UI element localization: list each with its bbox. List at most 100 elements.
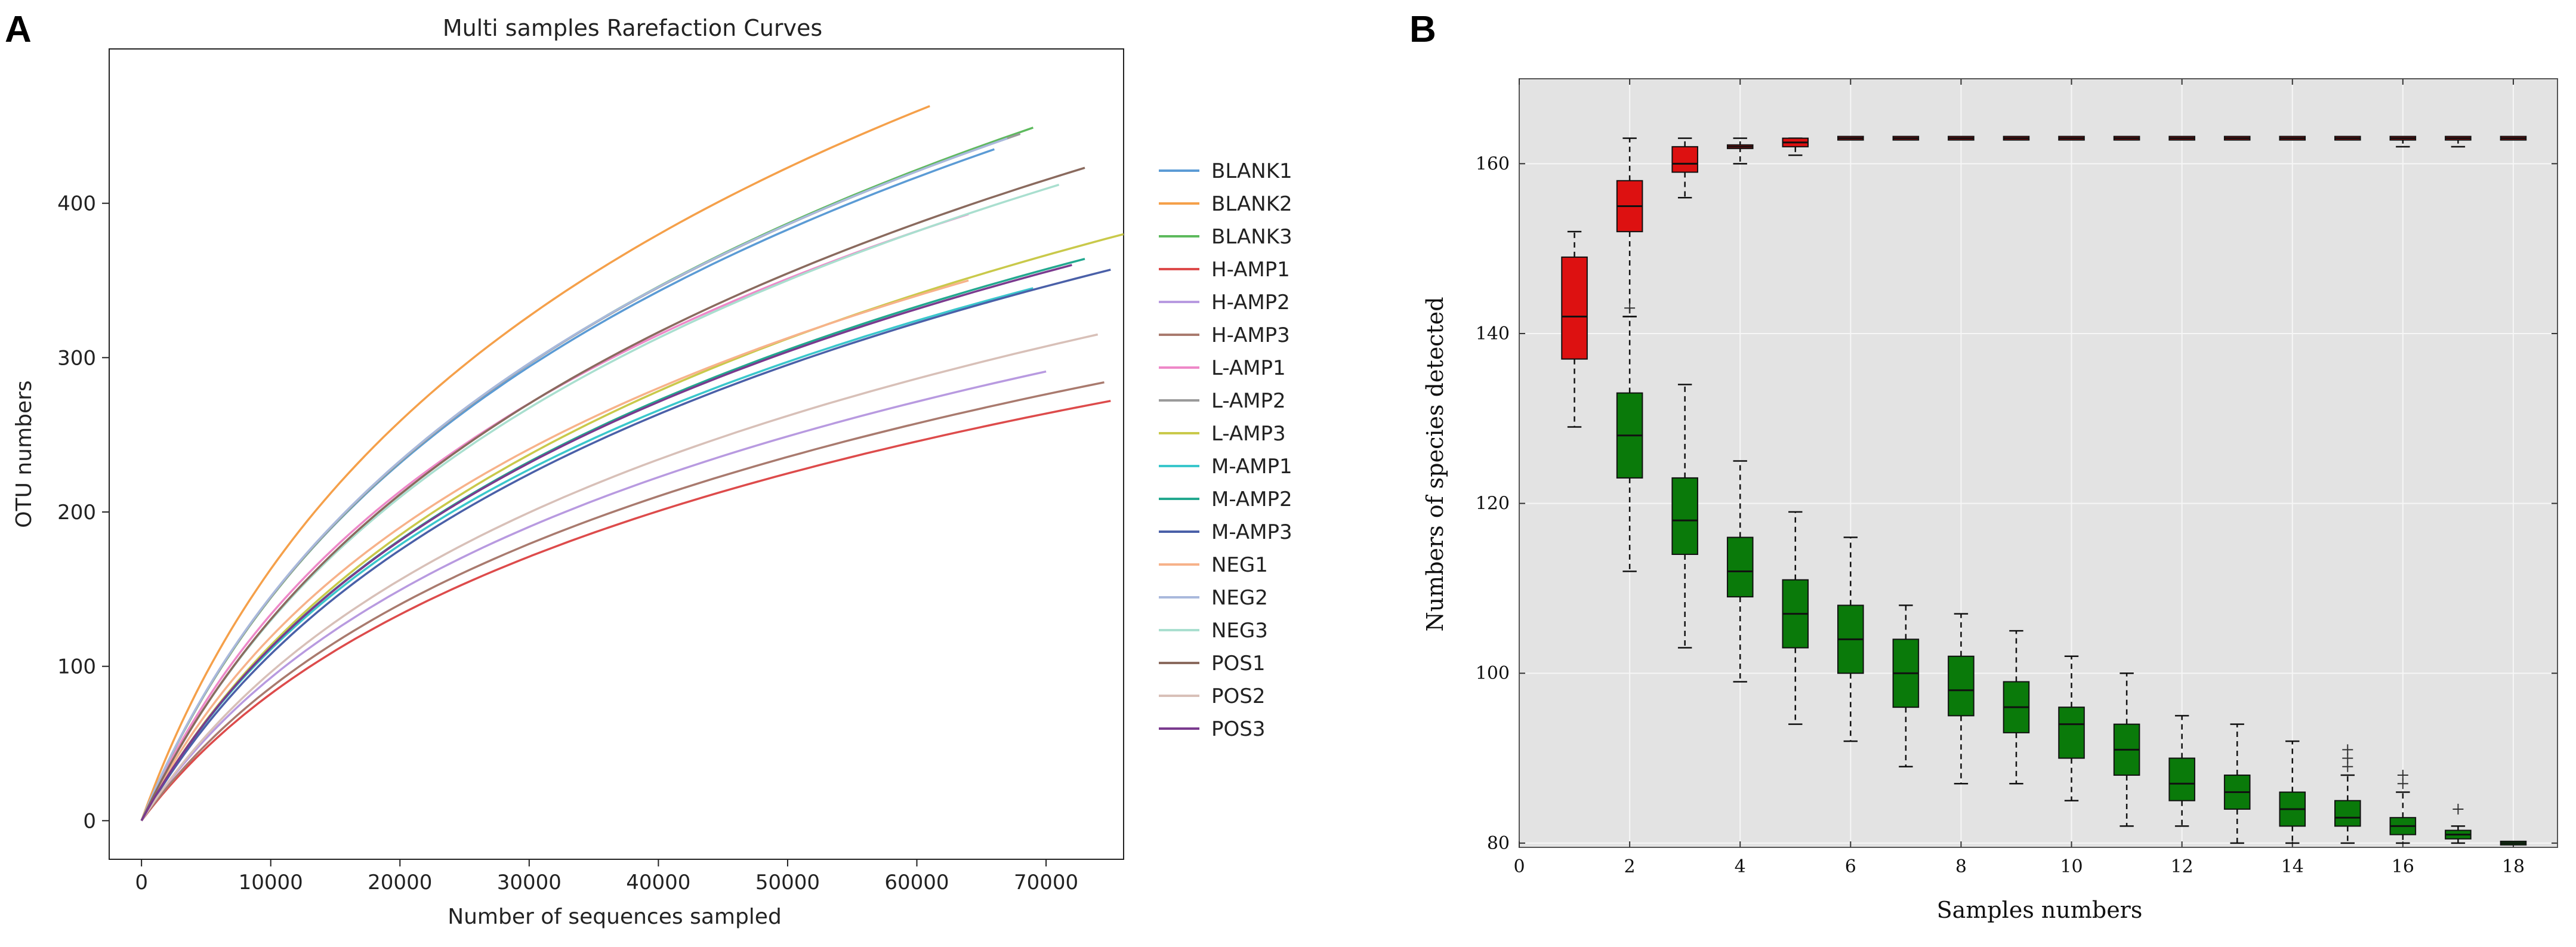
legend-label: M-AMP1 [1211, 455, 1292, 479]
box-red-11 [2113, 135, 2140, 141]
box-green-13 [2223, 723, 2251, 844]
box-red-17 [2445, 135, 2472, 148]
series-line-neg2 [140, 137, 1008, 821]
box-body [1726, 536, 1754, 598]
y-axis-label-b: Numbers of species detected [1422, 297, 1448, 631]
rarefaction-chart: Multi samples Rarefaction Curves Number … [12, 15, 1292, 929]
x-tick-label-b: 12 [2171, 856, 2194, 877]
series-line-neg1 [140, 279, 969, 822]
box-body [1671, 146, 1698, 173]
box-green-11 [2113, 672, 2140, 827]
chart-title: Multi samples Rarefaction Curves [443, 15, 822, 41]
box-red-14 [2279, 135, 2306, 141]
x-tick-label: 50000 [755, 871, 820, 894]
series-line-pos2 [140, 333, 1099, 822]
box-green-14 [2279, 740, 2306, 844]
y-tick-label: 400 [57, 192, 96, 216]
legend-label: BLANK1 [1211, 159, 1292, 183]
box-green-12 [2168, 715, 2195, 827]
y-tick-label: 300 [57, 346, 96, 370]
legend-label: M-AMP3 [1211, 520, 1292, 544]
box-green-4 [1726, 460, 1754, 683]
x-tick-label-b: 10 [2060, 856, 2083, 877]
legend-label: L-AMP3 [1211, 422, 1286, 446]
y-tick-label: 0 [83, 809, 96, 833]
legend-label: NEG2 [1211, 586, 1268, 610]
x-tick-label-b: 2 [1624, 856, 1636, 877]
outlier-point [2452, 803, 2464, 815]
y-tick-label: 100 [57, 655, 96, 679]
box-green-5 [1782, 511, 1809, 725]
series-line-h-amp2 [140, 370, 1047, 822]
box-green-9 [2003, 630, 2030, 785]
series-line-l-amp1 [140, 213, 969, 822]
x-tick-label-b: 4 [1735, 856, 1746, 877]
box-red-8 [1948, 135, 1975, 141]
series-lines [140, 105, 1124, 822]
x-tick-label-b: 6 [1845, 856, 1856, 877]
y-tick-label-b: 160 [1476, 153, 1510, 174]
box-body [2168, 757, 2195, 801]
box-green-3 [1671, 384, 1698, 649]
x-tick-label: 40000 [626, 871, 690, 894]
box-red-1 [1561, 230, 1588, 428]
box-green-15 [2334, 774, 2361, 844]
x-tick-label-b: 18 [2502, 856, 2525, 877]
box-red-5 [1782, 137, 1809, 156]
x-tick-label-b: 14 [2281, 856, 2304, 877]
boxes [1561, 135, 2527, 846]
box-green-6 [1837, 536, 1864, 742]
x-tick-label-b: 0 [1513, 856, 1525, 877]
outlier-point [1624, 303, 1636, 314]
series-line-pos1 [140, 166, 1085, 822]
box-red-3 [1671, 137, 1698, 199]
box-green-8 [1948, 613, 1975, 785]
panel-b-letter: B [1409, 9, 1436, 50]
box-green-18 [2500, 840, 2527, 846]
plot-frame [109, 48, 1124, 860]
plot-frame-b [1519, 78, 2558, 848]
legend-label: POS2 [1211, 684, 1265, 708]
x-tick-label-b: 16 [2392, 856, 2414, 877]
box-green-10 [2058, 655, 2085, 801]
legend-label: POS3 [1211, 717, 1265, 741]
x-tick-label: 20000 [368, 871, 432, 894]
box-green-2 [1616, 316, 1643, 572]
x-axis-label-b: Samples numbers [1937, 897, 2143, 923]
y-tick-label-b: 120 [1476, 493, 1510, 514]
y-tick-label-b: 80 [1487, 833, 1510, 854]
series-line-pos3 [140, 264, 1072, 822]
box-red-9 [2003, 135, 2030, 141]
legend-label: L-AMP1 [1211, 356, 1286, 380]
x-tick-label: 60000 [884, 871, 949, 894]
legend-label: H-AMP3 [1211, 323, 1290, 347]
box-red-6 [1837, 135, 1864, 141]
box-body [2058, 707, 2085, 759]
panel-a-letter: A [5, 9, 32, 50]
box-red-10 [2058, 135, 2085, 141]
series-line-m-amp3 [140, 269, 1111, 822]
box-red-18 [2500, 135, 2527, 141]
box-red-13 [2223, 135, 2251, 141]
legend-label: M-AMP2 [1211, 488, 1292, 511]
x-tick-label: 0 [135, 871, 148, 894]
legend-label: BLANK2 [1211, 192, 1292, 216]
box-red-4 [1726, 137, 1754, 165]
species-boxplot-chart: Samples numbers Numbers of species detec… [1422, 78, 2558, 923]
outlier-point [2342, 744, 2353, 755]
legend: BLANK1 BLANK2 BLANK3 H-AMP1 H-AMP2 H-AMP3 L-AM… [1159, 159, 1292, 741]
x-tick-label: 30000 [497, 871, 562, 894]
outlier-point [2397, 770, 2408, 781]
legend-label: POS1 [1211, 652, 1265, 675]
box-body [1671, 477, 1698, 555]
box-red-16 [2389, 135, 2417, 148]
box-body [2334, 800, 2361, 827]
legend-label: H-AMP1 [1211, 258, 1290, 282]
box-red-12 [2168, 135, 2195, 141]
box-body [1561, 256, 1588, 360]
box-red-7 [1892, 135, 1920, 141]
y-tick-label: 200 [57, 501, 96, 525]
legend-label: BLANK3 [1211, 225, 1292, 249]
box-red-2 [1616, 137, 1643, 317]
